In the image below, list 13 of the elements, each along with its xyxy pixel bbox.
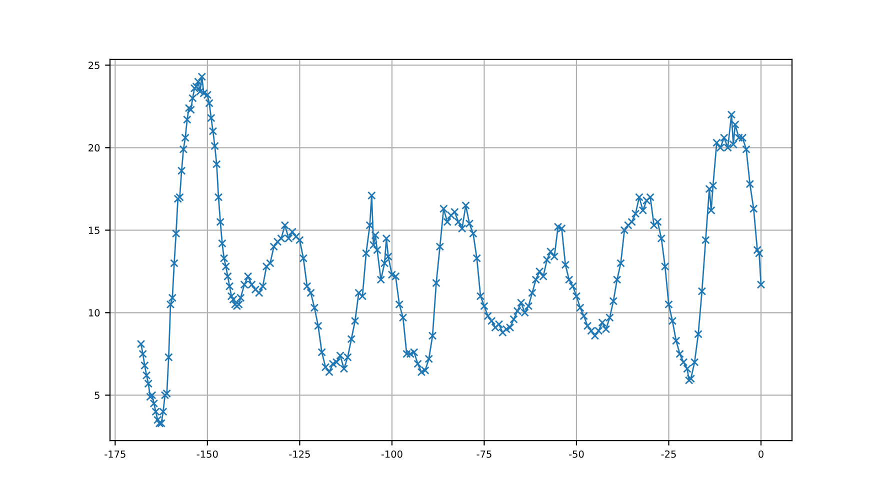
x-tick-label: -25 bbox=[661, 450, 676, 458]
x-tick-label: -125 bbox=[289, 450, 310, 458]
y-tick-label: 15 bbox=[88, 226, 100, 234]
y-tick-label: 5 bbox=[94, 392, 100, 400]
x-tick-label: 0 bbox=[758, 450, 764, 458]
x-tick-label: -150 bbox=[196, 450, 218, 458]
x-tick-label: -75 bbox=[476, 450, 492, 458]
y-tick-label: 20 bbox=[88, 144, 100, 152]
x-tick-label: -175 bbox=[104, 450, 126, 458]
y-tick-label: 25 bbox=[88, 62, 100, 70]
x-tick-label: -50 bbox=[569, 450, 584, 458]
y-tick-label: 10 bbox=[88, 309, 100, 317]
x-tick-label: -100 bbox=[381, 450, 402, 458]
